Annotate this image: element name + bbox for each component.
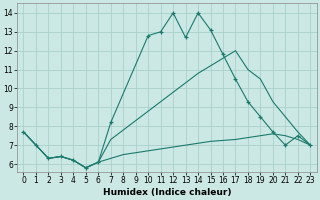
X-axis label: Humidex (Indice chaleur): Humidex (Indice chaleur) [103, 188, 231, 197]
